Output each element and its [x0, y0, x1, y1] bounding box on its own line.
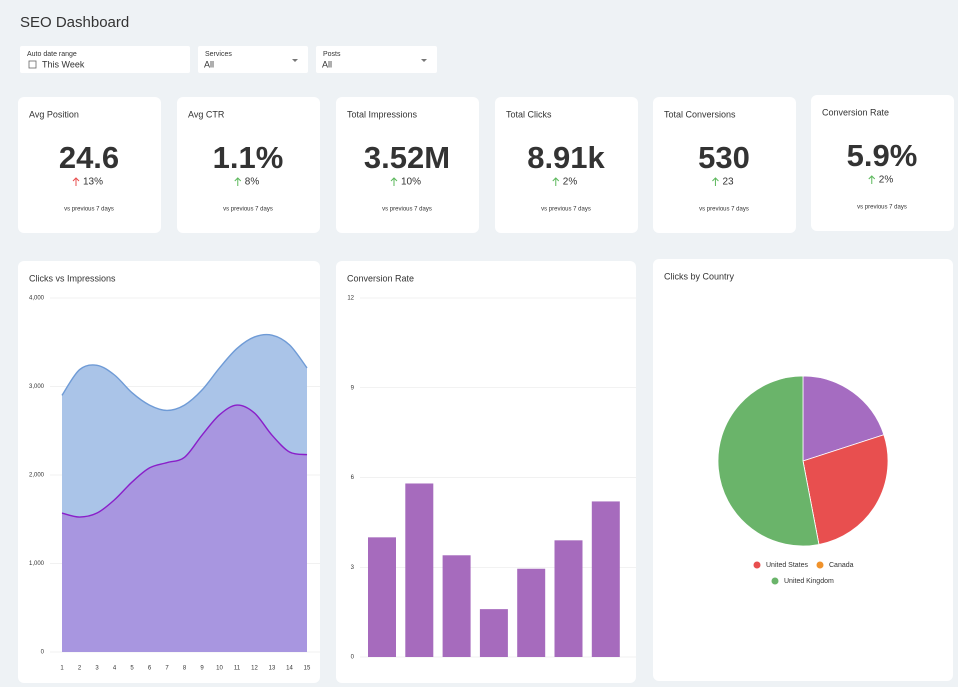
kpi-change: 8%: [245, 177, 260, 188]
filter-label: Services: [205, 51, 232, 58]
filter-label: Posts: [323, 51, 341, 58]
kpi-change: 23: [722, 177, 734, 188]
kpi-value: 8.91k: [527, 140, 605, 175]
bar: [479, 609, 508, 657]
x-tick-label: 11: [234, 666, 241, 672]
filter-box[interactable]: [316, 46, 437, 73]
kpi-label: Total Impressions: [347, 109, 418, 119]
x-tick-label: 9: [200, 666, 204, 672]
legend-label: United Kingdom: [784, 578, 834, 585]
kpi-card: [653, 97, 796, 233]
x-tick-label: 2: [78, 666, 82, 672]
x-tick-label: 12: [251, 666, 258, 672]
y-tick-label: 4,000: [29, 296, 45, 302]
x-tick-label: 8: [183, 666, 187, 672]
kpi-label: Avg Position: [29, 109, 79, 119]
kpi-change: 13%: [83, 177, 103, 188]
y-tick-label: 2,000: [29, 473, 45, 479]
kpi-value: 530: [698, 140, 750, 175]
y-tick-label: 12: [347, 296, 354, 302]
kpi-arrow: [868, 175, 876, 184]
kpi-change: 10%: [401, 177, 421, 188]
kpi-card: [336, 97, 479, 233]
kpi-arrow: [552, 177, 560, 186]
bar: [442, 555, 471, 657]
x-tick-label: 5: [130, 666, 134, 672]
x-tick-label: 14: [286, 666, 293, 672]
calendar-icon: [28, 60, 37, 69]
bar: [368, 537, 396, 657]
kpi-value: 3.52M: [364, 140, 450, 175]
kpi-label: Avg CTR: [188, 109, 225, 119]
filter-box[interactable]: [198, 46, 308, 73]
kpi-label: Conversion Rate: [822, 107, 889, 117]
kpi-card: [495, 97, 638, 233]
filter-label: Auto date range: [27, 51, 77, 58]
y-tick-label: 3: [351, 565, 355, 571]
x-tick-label: 3: [95, 666, 99, 672]
bar: [517, 568, 546, 657]
kpi-arrow: [234, 177, 242, 186]
x-tick-label: 10: [216, 666, 223, 672]
bar: [554, 540, 583, 657]
kpi-note: vs previous 7 days: [64, 207, 114, 213]
dropdown-arrow: [421, 59, 427, 62]
x-tick-label: 15: [304, 666, 311, 672]
pie-slice: [717, 375, 820, 547]
kpi-note: vs previous 7 days: [857, 205, 907, 211]
kpi-card: [177, 97, 320, 233]
kpi-card: [18, 97, 161, 233]
area-line: [61, 404, 308, 518]
filter-value: This Week: [42, 59, 85, 69]
x-tick-label: 13: [269, 666, 276, 672]
chart-title: Conversion Rate: [347, 273, 414, 283]
y-tick-label: 6: [351, 475, 355, 481]
filter-value: All: [322, 59, 332, 69]
area-line: [61, 333, 308, 412]
kpi-value: 5.9%: [847, 138, 918, 173]
area-fill: [62, 405, 307, 652]
kpi-note: vs previous 7 days: [699, 207, 749, 213]
kpi-arrow: [712, 177, 719, 186]
bar: [405, 483, 434, 657]
kpi-label: Total Conversions: [664, 109, 736, 119]
kpi-value: 1.1%: [213, 140, 284, 175]
y-tick-label: 9: [351, 385, 355, 391]
x-tick-label: 1: [60, 666, 64, 672]
y-tick-label: 3,000: [29, 384, 45, 390]
dropdown-arrow: [292, 59, 298, 62]
y-tick-label: 0: [41, 650, 45, 656]
kpi-change: 2%: [879, 175, 894, 186]
kpi-label: Total Clicks: [506, 109, 552, 119]
kpi-note: vs previous 7 days: [541, 207, 591, 213]
legend-marker: [753, 561, 761, 569]
filter-value: All: [204, 59, 214, 69]
kpi-note: vs previous 7 days: [223, 207, 273, 213]
chart-title: Clicks vs Impressions: [29, 273, 116, 283]
y-tick-label: 0: [351, 655, 355, 661]
page-title: SEO Dashboard: [20, 14, 129, 31]
kpi-card: [811, 95, 954, 231]
legend-marker: [816, 561, 824, 569]
kpi-note: vs previous 7 days: [382, 207, 432, 213]
kpi-arrow: [390, 177, 398, 186]
pie-slice: [802, 434, 889, 545]
kpi-change: 2%: [563, 177, 578, 188]
filter-box[interactable]: [20, 46, 190, 73]
x-tick-label: 7: [165, 666, 169, 672]
x-tick-label: 4: [113, 666, 117, 672]
kpi-arrow: [72, 177, 80, 186]
legend-label: United States: [766, 562, 809, 569]
legend-label: Canada: [829, 562, 854, 569]
x-tick-label: 6: [148, 666, 152, 672]
kpi-value: 24.6: [59, 140, 119, 175]
pie-slice: [802, 375, 885, 462]
chart-title: Clicks by Country: [664, 271, 735, 281]
y-tick-label: 1,000: [29, 561, 45, 567]
legend-marker: [771, 577, 779, 585]
bar: [591, 501, 620, 657]
